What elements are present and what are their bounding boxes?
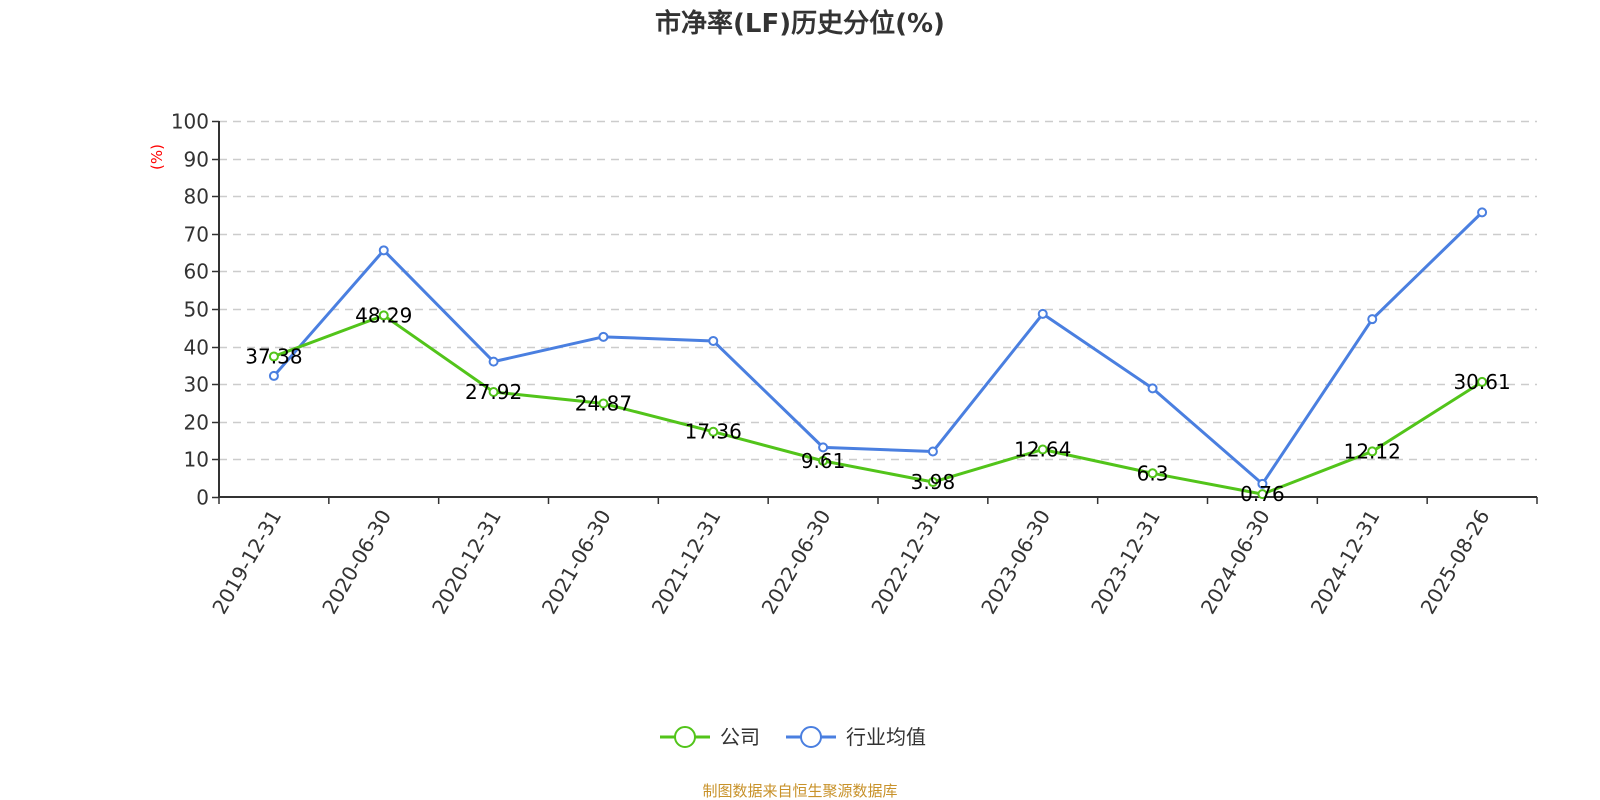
data-point (488, 356, 499, 367)
data-point (927, 446, 938, 457)
data-point (818, 455, 829, 466)
series-layer: 37.38 48.29 27.92 24.87 17.36 9.61 3.98 12.64 6.… (245, 207, 1511, 506)
y-tick-label: 80 (184, 185, 209, 209)
data-point (268, 351, 279, 362)
y-tick-label: 10 (184, 448, 209, 472)
data-point (1477, 376, 1488, 387)
data-point (1037, 444, 1048, 455)
data-label: 17.36 (685, 420, 742, 444)
data-label: 9.61 (801, 449, 846, 473)
data-label: 37.38 (245, 344, 302, 368)
data-point (708, 426, 719, 437)
axes: 0 10 20 30 40 50 60 70 80 90 100 2019-12-31 2020-06-… (171, 110, 1538, 619)
legend-circle-icon (674, 726, 696, 748)
x-tick-label: 2024-06-30 (1196, 506, 1275, 619)
y-tick-label: 50 (184, 298, 209, 322)
x-tick-label: 2023-06-30 (976, 506, 1055, 619)
data-point (927, 477, 938, 488)
data-source-note: 制图数据来自恒生聚源数据库 (702, 782, 897, 800)
data-point (1147, 383, 1158, 394)
y-axis-label: (%) (148, 144, 166, 170)
y-tick-label: 90 (184, 148, 209, 172)
data-point (598, 331, 609, 342)
data-label: 12.12 (1344, 439, 1401, 463)
data-label: 0.76 (1240, 482, 1285, 506)
x-tick-label: 2022-06-30 (757, 506, 836, 619)
legend-item[interactable]: 行业均值 (786, 725, 926, 749)
x-tick-label: 2021-06-30 (537, 506, 616, 619)
x-tick-label: 2020-12-31 (427, 506, 506, 619)
data-label: 3.98 (911, 470, 956, 494)
x-tick-label: 2025-08-26 (1416, 506, 1495, 619)
data-point (1257, 478, 1268, 489)
legend-label: 行业均值 (846, 725, 926, 749)
data-label: 30.61 (1453, 370, 1510, 394)
data-point (1037, 308, 1048, 319)
data-point (818, 442, 829, 453)
y-tick-label: 60 (184, 260, 209, 284)
data-point (378, 245, 389, 256)
legend[interactable]: 公司 行业均值 (660, 725, 926, 749)
data-point (598, 398, 609, 409)
data-label: 6.3 (1137, 461, 1169, 485)
x-tick-label: 2021-12-31 (647, 506, 726, 619)
data-point (268, 370, 279, 381)
y-tick-label: 70 (184, 223, 209, 247)
data-point (378, 310, 389, 321)
series-line (273, 313, 1483, 496)
data-point (1367, 446, 1378, 457)
x-tick-label: 2022-12-31 (866, 506, 945, 619)
x-tick-label: 2023-12-31 (1086, 506, 1165, 619)
data-point (1477, 207, 1488, 218)
legend-label: 公司 (720, 725, 760, 749)
x-tick-label: 2024-12-31 (1306, 506, 1385, 619)
y-tick-label: 40 (184, 336, 209, 360)
data-point (1147, 468, 1158, 479)
data-label: 27.92 (465, 380, 522, 404)
chart-title: 市净率(LF)历史分位(%) (655, 8, 945, 39)
data-point (708, 335, 719, 346)
series-line (272, 211, 1484, 486)
y-tick-label: 20 (184, 411, 209, 435)
y-tick-label: 30 (184, 373, 209, 397)
grid (219, 120, 1537, 461)
y-tick-label: 100 (171, 110, 209, 134)
data-point (488, 387, 499, 398)
legend-circle-icon (800, 726, 822, 748)
x-tick-label: 2019-12-31 (207, 506, 286, 619)
x-tick-label: 2020-06-30 (317, 506, 396, 619)
legend-item[interactable]: 公司 (660, 725, 760, 749)
data-label: 48.29 (355, 303, 412, 327)
data-label: 24.87 (575, 391, 632, 415)
data-point (1257, 489, 1268, 500)
y-tick-label: 0 (196, 486, 209, 510)
data-label: 12.64 (1014, 437, 1071, 461)
data-point (1367, 314, 1378, 325)
